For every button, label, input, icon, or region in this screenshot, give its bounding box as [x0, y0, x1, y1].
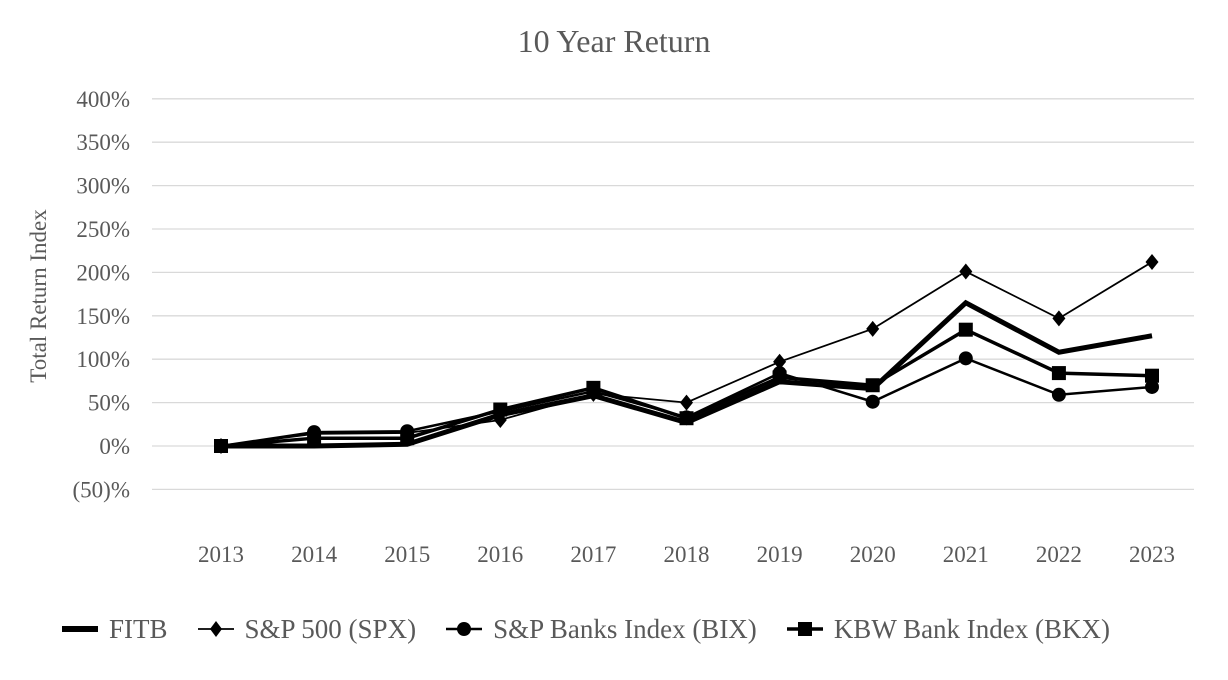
legend-label: S&P Banks Index (BIX) [493, 613, 757, 644]
x-tick-label: 2019 [757, 542, 803, 567]
x-axis-tick-labels: 2013 2014 2015 2016 2017 2018 2019 2020 2021 2022… [198, 542, 1175, 567]
square-marker-kbw-bank-index-bkx [400, 431, 415, 446]
square-marker-kbw-bank-index-bkx [1145, 368, 1159, 383]
y-tick-label: 100% [76, 347, 130, 372]
x-tick-label: 2016 [477, 542, 523, 567]
y-axis-tick-labels: 400% 350% 300% 250% 200% 150% 100% 50% 0% (50)% [73, 87, 130, 503]
diamond-marker-s-p-500-spx [773, 353, 787, 370]
legend-label: FITB [109, 613, 168, 644]
legend-item-s-p-500-spx: S&P 500 (SPX) [197, 613, 417, 645]
diamond-marker-s-p-500-spx [1145, 253, 1159, 270]
diamond-marker-s-p-500-spx [680, 394, 693, 411]
circle-marker-s-p-banks-index-bix [1145, 379, 1159, 394]
y-tick-label: 250% [76, 217, 130, 242]
circle-marker-s-p-banks-index-bix [1051, 387, 1066, 402]
square-marker-kbw-bank-index-bkx [307, 431, 322, 446]
square-marker-kbw-bank-index-bkx [865, 378, 880, 393]
diamond-marker-swatch [197, 621, 234, 637]
circle-marker-swatch [446, 622, 483, 636]
legend-item-kbw-bank-index-bkx: KBW Bank Index (BKX) [786, 613, 1111, 645]
ten-year-return-line-chart: 10 Year Return Total Return Index 400% 35… [26, 23, 1194, 567]
square-marker-kbw-bank-index-bkx [958, 322, 973, 337]
gridlines [152, 98, 1194, 491]
y-tick-label: 300% [76, 174, 130, 199]
legend-label: S&P 500 (SPX) [244, 613, 417, 644]
series-line-kbw-bank-index-bkx [220, 327, 1153, 448]
diamond-marker-s-p-500-spx [959, 263, 973, 280]
series-plot-area [214, 253, 1159, 454]
y-tick-label: 0% [99, 434, 130, 459]
x-tick-label: 2014 [291, 542, 338, 567]
fitb-line-swatch [62, 626, 98, 632]
square-marker-kbw-bank-index-bkx [586, 380, 601, 395]
circle-marker-s-p-banks-index-bix [865, 394, 880, 409]
square-marker-kbw-bank-index-bkx [679, 411, 694, 426]
chart-legend: FITB S&P 500 (SPX) S&P Banks Index (BIX) KB… [0, 607, 1228, 651]
y-tick-label: 400% [76, 87, 130, 112]
x-tick-label: 2023 [1129, 542, 1175, 567]
circle-marker-s-p-banks-index-bix [958, 351, 973, 366]
x-tick-label: 2018 [664, 542, 710, 567]
legend-label: KBW Bank Index (BKX) [833, 613, 1111, 644]
square-marker-kbw-bank-index-bkx [493, 402, 508, 417]
x-tick-label: 2015 [384, 542, 430, 567]
legend-item-fitb: FITB [62, 614, 168, 645]
x-tick-label: 2020 [850, 542, 896, 567]
y-tick-label: 150% [76, 304, 130, 329]
chart-title: 10 Year Return [518, 23, 711, 59]
y-tick-label: 50% [88, 391, 130, 416]
diamond-marker-s-p-500-spx [1052, 310, 1066, 327]
x-tick-label: 2017 [570, 542, 616, 567]
square-marker-kbw-bank-index-bkx [772, 370, 787, 385]
y-tick-label: 200% [76, 260, 130, 285]
y-tick-label: (50)% [73, 477, 130, 502]
square-marker-kbw-bank-index-bkx [214, 439, 228, 453]
diamond-marker-s-p-500-spx [866, 320, 880, 337]
square-marker-kbw-bank-index-bkx [1051, 366, 1066, 381]
legend-item-s-p-banks-index-bix: S&P Banks Index (BIX) [446, 614, 757, 645]
y-axis-title: Total Return Index [26, 209, 51, 383]
square-marker-swatch [786, 622, 823, 636]
x-tick-label: 2022 [1036, 542, 1082, 567]
y-tick-label: 350% [76, 130, 130, 155]
x-tick-label: 2013 [198, 542, 244, 567]
x-tick-label: 2021 [943, 542, 989, 567]
